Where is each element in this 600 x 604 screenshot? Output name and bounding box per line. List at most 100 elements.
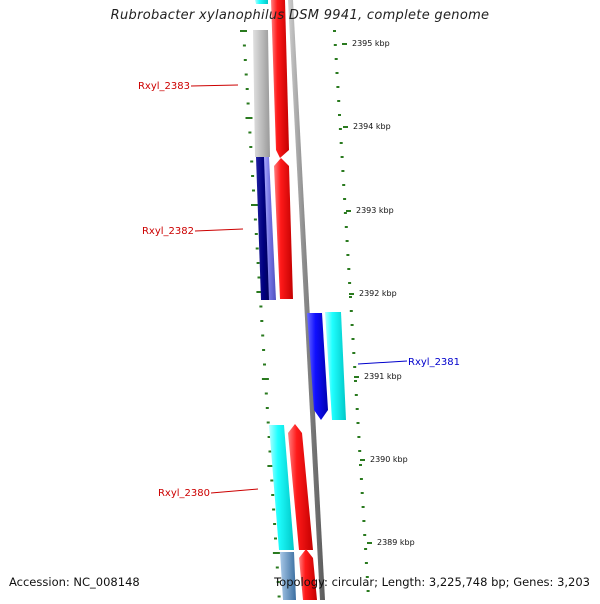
inner-tick — [365, 576, 369, 578]
outer-tick — [240, 30, 247, 32]
gene-rxyl-2382-red — [274, 158, 293, 299]
scale-tick — [342, 43, 347, 45]
outer-tick — [271, 494, 275, 496]
inner-tick — [352, 352, 356, 354]
inner-tick — [358, 450, 362, 452]
inner-tick — [361, 506, 365, 508]
inner-tick — [333, 44, 337, 46]
gene-label[interactable]: Rxyl_2380 — [158, 488, 210, 499]
inner-tick — [338, 128, 342, 130]
inner-tick — [357, 436, 361, 438]
outer-tick — [256, 291, 264, 293]
gene-label[interactable]: Rxyl_2382 — [142, 226, 194, 237]
inner-tick — [348, 282, 352, 284]
inner-tick — [336, 86, 340, 88]
outer-tick — [270, 479, 274, 482]
outer-tick — [257, 276, 261, 279]
inner-tick — [351, 338, 355, 340]
outer-tick — [250, 160, 254, 163]
outer-tick — [264, 392, 268, 395]
outer-tick — [252, 189, 255, 192]
inner-tick — [343, 212, 347, 214]
scale-label: 2390 kbp — [370, 455, 408, 464]
gene-label-leader — [190, 84, 239, 87]
gene-rxyl-2381-blue — [307, 313, 328, 420]
inner-tick-marks — [333, 30, 370, 592]
outer-tick — [262, 349, 266, 351]
inner-tick — [363, 534, 367, 536]
outer-tick — [259, 305, 263, 308]
dna-backbone — [288, 0, 325, 600]
scale-tick — [354, 376, 359, 378]
outer-tick — [267, 436, 271, 438]
inner-tick — [334, 58, 338, 60]
outer-tick — [243, 59, 247, 61]
inner-tick — [343, 198, 347, 200]
genome-title: Rubrobacter xylanophilus DSM 9941, compl… — [110, 8, 490, 23]
scale-tick — [346, 210, 351, 212]
outer-tick — [274, 537, 277, 540]
inner-tick — [346, 254, 350, 256]
outer-tick — [263, 363, 266, 366]
inner-tick — [359, 464, 362, 466]
outer-tick — [266, 421, 270, 424]
scale-tick — [367, 542, 372, 544]
summary-text: Topology: circular; Length: 3,225,748 bp… — [274, 575, 590, 589]
outer-tick — [244, 73, 248, 76]
outer-tick — [272, 552, 280, 554]
scale-tick — [343, 126, 348, 128]
gene-rxyl-2383-red — [271, 0, 289, 158]
gene-rxyl-2381-cyan — [325, 312, 346, 420]
inner-tick — [364, 548, 368, 550]
inner-tick — [354, 394, 358, 396]
outer-tick — [251, 175, 255, 177]
inner-tick — [342, 184, 346, 186]
gene-bottom-steel — [280, 552, 296, 600]
inner-tick — [339, 142, 343, 144]
inner-tick — [345, 240, 349, 242]
inner-tick — [337, 100, 341, 102]
gene-rxyl-2380-red — [288, 424, 313, 550]
scale-label: 2391 kbp — [364, 372, 402, 381]
inner-tick — [364, 562, 368, 564]
inner-tick — [340, 156, 344, 158]
scale-tick — [360, 459, 365, 461]
scale-label: 2389 kbp — [377, 538, 415, 547]
inner-tick — [338, 114, 341, 116]
gene-label[interactable]: Rxyl_2381 — [408, 357, 460, 368]
outer-tick — [246, 102, 250, 105]
inner-tick — [349, 296, 352, 298]
outer-tick — [272, 508, 276, 511]
inner-tick — [350, 324, 354, 326]
gene-label-leader — [194, 228, 244, 232]
outer-tick — [245, 117, 253, 119]
outer-tick — [267, 465, 275, 467]
inner-tick — [347, 268, 351, 270]
outer-tick — [248, 131, 252, 134]
outer-tick — [277, 595, 281, 598]
outer-tick — [273, 523, 277, 525]
gene-label-leader — [210, 488, 259, 494]
inner-tick — [355, 408, 359, 410]
inner-tick — [356, 422, 360, 424]
scale-label: 2393 kbp — [356, 206, 394, 215]
scale-labels: 2395 kbp 2394 kbp 2393 kbp 2392 kbp 2391 kbp… — [342, 39, 415, 547]
gene-rxyl-2382-lavender — [264, 157, 276, 300]
scale-tick — [349, 293, 354, 295]
outer-tick — [245, 88, 249, 90]
scale-label: 2395 kbp — [352, 39, 390, 48]
gene-label[interactable]: Rxyl_2383 — [138, 81, 190, 92]
inner-tick — [360, 492, 364, 494]
outer-tick — [251, 204, 258, 206]
inner-tick — [341, 170, 345, 172]
outer-tick — [253, 218, 257, 221]
outer-tick — [275, 566, 279, 569]
outer-tick — [255, 247, 259, 250]
inner-tick — [362, 520, 366, 522]
gene-top-cyan-stub — [255, 0, 268, 4]
outer-tick — [242, 44, 246, 47]
inner-tick — [359, 478, 363, 480]
scale-label: 2394 kbp — [353, 122, 391, 131]
